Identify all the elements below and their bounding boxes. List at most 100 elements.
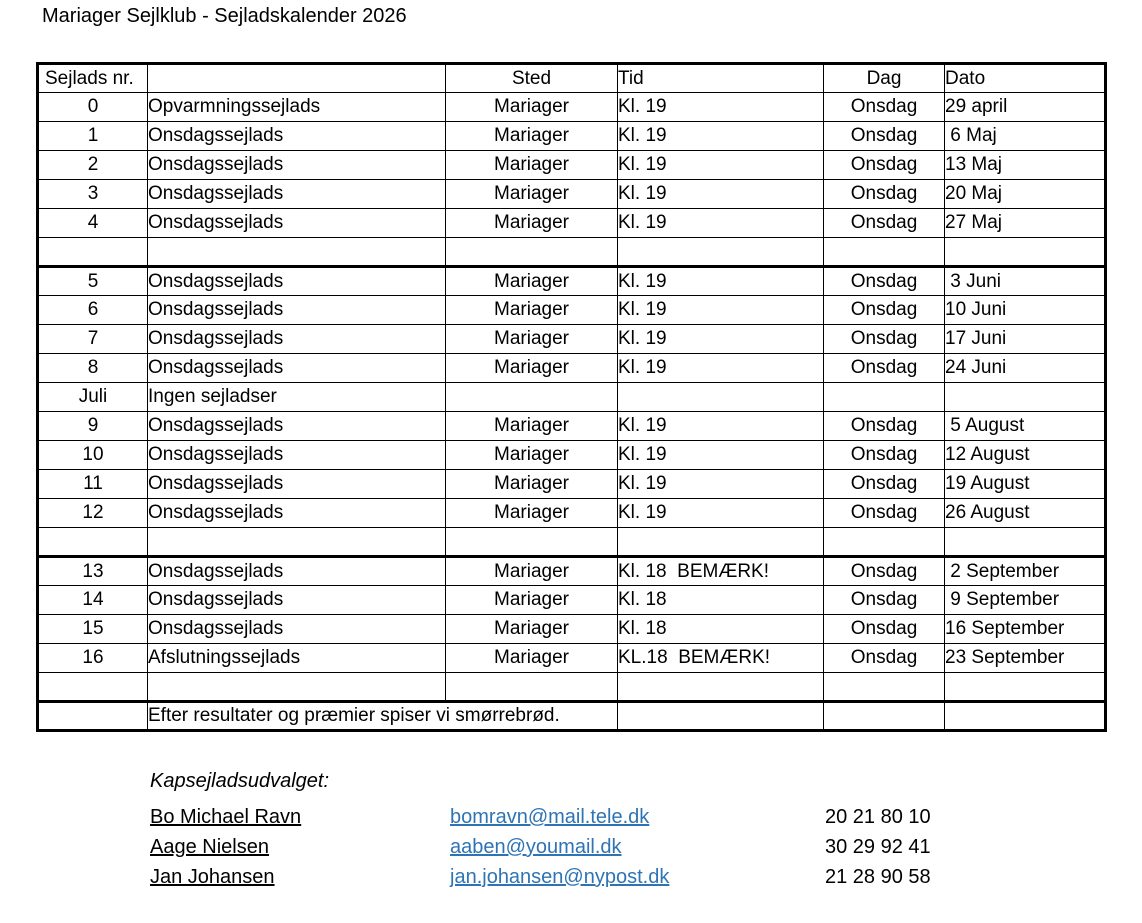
table-row: 2 Onsdagssejlads Mariager Kl. 19 Onsdag 13 Ma… — [37, 150, 1106, 180]
cell-nr: 6 — [37, 295, 148, 325]
cell-nr — [37, 527, 148, 557]
email-link[interactable]: bomravn@mail.tele.dk — [450, 806, 650, 828]
table-row: 0 Opvarmningssejlads Mariager Kl. 19 Onsdag 2… — [37, 92, 1106, 122]
table-body: 0 Opvarmningssejlads Mariager Kl. 19 Onsdag 2… — [37, 92, 1106, 731]
cell-name: Opvarmningssejlads — [147, 92, 446, 122]
table-row: 13 Onsdagssejlads Mariager Kl. 18 BEMÆRK! On… — [37, 555, 1106, 586]
table-row: 9 Onsdagssejlads Mariager Kl. 19 Onsdag 5 Au… — [37, 411, 1106, 441]
cell-tid: Kl. 19 — [617, 498, 824, 528]
cell-tid — [617, 237, 824, 267]
cell-dag: Onsdag — [823, 179, 945, 209]
cell-dag: Onsdag — [823, 324, 945, 354]
cell-sted: Mariager — [445, 324, 618, 354]
column-header-dag: Dag — [823, 63, 945, 93]
cell-name: Onsdagssejlads — [147, 121, 446, 151]
table-row: 1 Onsdagssejlads Mariager Kl. 19 Onsdag 6 Ma… — [37, 121, 1106, 151]
cell-tid: Kl. 19 — [617, 324, 824, 354]
cell-dato: 19 August — [944, 469, 1106, 499]
cell-sted: Mariager — [445, 265, 618, 296]
cell-nr: 14 — [37, 585, 148, 615]
committee-member-row: Jan Johansen jan.johansen@nypost.dk 21 28 … — [150, 866, 1110, 896]
cell-dato: 29 april — [944, 92, 1106, 122]
member-name: Jan Johansen — [150, 866, 275, 888]
cell-dato — [944, 382, 1106, 412]
cell-tid: Kl. 19 — [617, 265, 824, 296]
cell-name — [147, 527, 446, 557]
cell-dag: Onsdag — [823, 208, 945, 238]
cell-tid: Kl. 19 — [617, 92, 824, 122]
member-phone: 30 29 92 41 — [825, 836, 931, 858]
table-row: 5 Onsdagssejlads Mariager Kl. 19 Onsdag 3 Ju… — [37, 265, 1106, 296]
column-header-event — [147, 63, 446, 93]
email-link[interactable]: aaben@youmail.dk — [450, 836, 622, 858]
cell-name: Onsdagssejlads — [147, 295, 446, 325]
cell-dag — [823, 237, 945, 267]
cell-tid: Kl. 18 — [617, 585, 824, 615]
cell-nr: Juli — [37, 382, 148, 412]
committee-members: Bo Michael Ravn bomravn@mail.tele.dk 20 21… — [150, 806, 1110, 896]
cell-nr — [37, 700, 148, 731]
cell-dag — [823, 672, 945, 702]
table-row: 4 Onsdagssejlads Mariager Kl. 19 Onsdag 27 Ma… — [37, 208, 1106, 238]
cell-dag — [823, 527, 945, 557]
cell-nr: 10 — [37, 440, 148, 470]
cell-name: Onsdagssejlads — [147, 265, 446, 296]
member-phone: 20 21 80 10 — [825, 806, 931, 828]
cell-tid: Kl. 19 — [617, 179, 824, 209]
cell-dag: Onsdag — [823, 643, 945, 673]
cell-tid: KL.18 BEMÆRK! — [617, 643, 824, 673]
cell-dag — [823, 382, 945, 412]
table-row: 12 Onsdagssejlads Mariager Kl. 19 Onsdag 26 A… — [37, 498, 1106, 528]
cell-sted: Mariager — [445, 92, 618, 122]
table-row: 11 Onsdagssejlads Mariager Kl. 19 Onsdag 19 A… — [37, 469, 1106, 499]
cell-tid — [617, 527, 824, 557]
cell-sted: Mariager — [445, 295, 618, 325]
cell-sted — [445, 527, 618, 557]
cell-dato: 26 August — [944, 498, 1106, 528]
cell-name: Onsdagssejlads — [147, 555, 446, 586]
cell-dato: 17 Juni — [944, 324, 1106, 354]
member-phone: 21 28 90 58 — [825, 866, 931, 888]
member-name: Bo Michael Ravn — [150, 806, 302, 828]
cell-dato: 5 August — [944, 411, 1106, 441]
cell-sted: Mariager — [445, 208, 618, 238]
cell-dato: 16 September — [944, 614, 1106, 644]
table-row: 14 Onsdagssejlads Mariager Kl. 18 Onsdag 9 S… — [37, 585, 1106, 615]
cell-name: Onsdagssejlads — [147, 498, 446, 528]
cell-name: Onsdagssejlads — [147, 440, 446, 470]
cell-nr: 5 — [37, 265, 148, 296]
table-row — [37, 527, 1106, 557]
email-link[interactable]: jan.johansen@nypost.dk — [450, 866, 670, 888]
cell-tid — [617, 672, 824, 702]
cell-nr: 7 — [37, 324, 148, 354]
cell-sted: Mariager — [445, 498, 618, 528]
cell-nr — [37, 237, 148, 267]
committee-member-row: Aage Nielsen aaben@youmail.dk 30 29 92 41 — [150, 836, 1110, 866]
cell-nr: 1 — [37, 121, 148, 151]
cell-name: Onsdagssejlads — [147, 469, 446, 499]
cell-name: Onsdagssejlads — [147, 585, 446, 615]
committee-heading: Kapsejladsudvalget: — [150, 770, 330, 792]
cell-name: Onsdagssejlads — [147, 411, 446, 441]
cell-tid: Kl. 19 — [617, 411, 824, 441]
cell-tid: Kl. 19 — [617, 440, 824, 470]
cell-tid: Kl. 19 — [617, 353, 824, 383]
cell-dag: Onsdag — [823, 353, 945, 383]
cell-nr: 8 — [37, 353, 148, 383]
table-row — [37, 237, 1106, 267]
cell-dato: 13 Maj — [944, 150, 1106, 180]
cell-tid: Kl. 19 — [617, 469, 824, 499]
cell-dag: Onsdag — [823, 411, 945, 441]
table-row: Juli Ingen sejladser — [37, 382, 1106, 412]
cell-sted: Mariager — [445, 353, 618, 383]
cell-dag: Onsdag — [823, 614, 945, 644]
column-header-tid: Tid — [617, 63, 824, 93]
cell-dato — [944, 672, 1106, 702]
cell-nr: 13 — [37, 555, 148, 586]
sailing-calendar-table: Sejlads nr. Sted Tid Dag Dato 0 Opvarmnin… — [36, 62, 1107, 732]
cell-tid: Kl. 19 — [617, 150, 824, 180]
cell-tid: Kl. 19 — [617, 121, 824, 151]
table-row: 8 Onsdagssejlads Mariager Kl. 19 Onsdag 24 Ju… — [37, 353, 1106, 383]
cell-tid: Kl. 19 — [617, 208, 824, 238]
cell-sted: Mariager — [445, 150, 618, 180]
